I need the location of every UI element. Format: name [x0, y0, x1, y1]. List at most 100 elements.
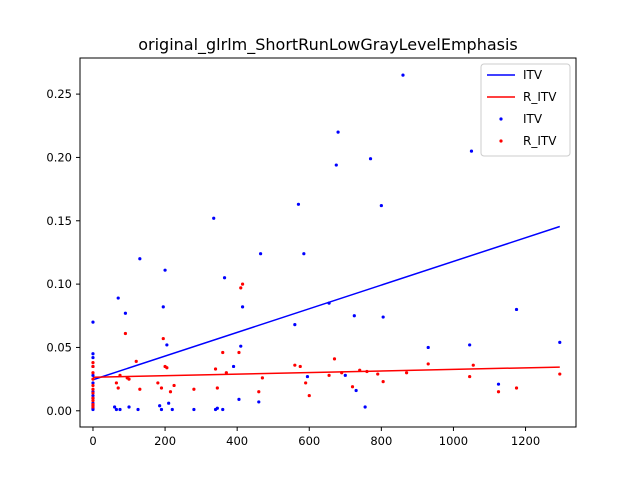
data-point-r-itv: [91, 402, 95, 407]
legend-label: R_ITV: [523, 134, 557, 148]
data-point-itv: [222, 276, 227, 280]
x-tick-label: 1200: [511, 434, 540, 448]
data-point-r-itv: [91, 396, 95, 400]
legend-label: ITV: [523, 68, 543, 82]
data-point-itv: [336, 130, 340, 134]
data-point-itv: [296, 202, 301, 206]
data-point-r-itv: [91, 361, 95, 365]
legend-box: [480, 63, 571, 157]
data-point-itv: [514, 307, 519, 312]
data-point-r-itv: [468, 374, 472, 379]
data-point-r-itv: [257, 390, 261, 394]
plot-area: [79, 57, 577, 428]
data-point-r-itv: [91, 371, 95, 375]
legend-label: ITV: [523, 112, 543, 126]
data-point-itv: [343, 373, 347, 377]
data-point-itv: [257, 400, 261, 404]
data-point-itv: [426, 345, 430, 350]
data-point-r-itv: [91, 383, 95, 388]
data-point-itv: [469, 149, 474, 153]
data-point-r-itv: [340, 371, 344, 375]
data-point-r-itv: [298, 364, 302, 369]
data-point-itv: [401, 73, 405, 77]
data-point-r-itv: [192, 387, 196, 391]
data-point-r-itv: [123, 331, 128, 336]
data-point-r-itv: [426, 362, 430, 366]
legend-swatch-point: [499, 117, 503, 121]
data-point-itv: [91, 407, 95, 412]
data-point-itv: [221, 407, 225, 412]
data-point-itv: [159, 407, 164, 412]
data-point-r-itv: [159, 386, 164, 390]
data-point-itv: [161, 305, 165, 309]
data-point-itv: [363, 405, 367, 409]
data-point-r-itv: [161, 336, 165, 341]
y-tick-label: 0.20: [46, 150, 72, 164]
y-tick-label: 0.00: [46, 404, 72, 418]
data-point-itv: [379, 203, 383, 208]
data-point-itv: [113, 405, 117, 409]
data-point-itv: [352, 314, 356, 318]
data-point-r-itv: [165, 366, 169, 370]
data-point-itv: [237, 397, 241, 401]
x-tick-label: 600: [298, 434, 320, 448]
data-point-itv: [170, 407, 174, 412]
data-point-r-itv: [260, 376, 264, 380]
x-tick-label: 1000: [439, 434, 468, 448]
data-point-itv: [558, 340, 562, 344]
data-point-itv: [91, 320, 95, 324]
x-axis: 0 200 400 600 800 1000 1200: [89, 427, 540, 448]
data-point-r-itv: [91, 391, 95, 395]
data-point-r-itv: [91, 364, 95, 369]
legend-label: R_ITV: [523, 90, 557, 104]
data-point-r-itv: [350, 385, 355, 389]
data-point-itv: [468, 343, 472, 347]
data-point-itv: [118, 407, 122, 412]
data-point-itv: [258, 252, 263, 256]
y-tick-label: 0.15: [46, 214, 72, 228]
data-point-r-itv: [304, 381, 308, 385]
data-point-itv: [123, 311, 128, 315]
data-point-itv: [158, 404, 162, 408]
data-point-itv: [91, 381, 95, 385]
data-point-r-itv: [213, 367, 218, 371]
data-point-r-itv: [307, 393, 311, 398]
data-point-itv: [231, 364, 236, 369]
data-point-r-itv: [138, 387, 142, 391]
data-point-itv: [116, 296, 120, 300]
data-point-itv: [212, 216, 216, 220]
data-point-itv: [91, 373, 95, 377]
data-point-r-itv: [471, 363, 475, 367]
data-point-r-itv: [237, 350, 241, 355]
data-point-itv: [215, 406, 219, 410]
data-point-itv: [496, 382, 501, 386]
data-point-r-itv: [240, 282, 245, 286]
data-point-r-itv: [91, 387, 95, 391]
data-point-r-itv: [116, 386, 120, 390]
data-point-itv: [91, 393, 95, 398]
data-point-itv: [239, 344, 243, 348]
data-point-itv: [327, 301, 331, 305]
data-point-r-itv: [514, 386, 519, 390]
data-point-itv: [192, 407, 196, 412]
chart-title: original_glrlm_ShortRunLowGrayLevelEmpha…: [138, 35, 518, 55]
data-point-r-itv: [293, 363, 297, 367]
x-tick-label: 400: [226, 434, 248, 448]
data-point-r-itv: [91, 405, 95, 409]
data-point-itv: [354, 388, 358, 393]
x-tick-label: 0: [89, 434, 96, 448]
data-point-itv: [163, 268, 167, 272]
data-point-r-itv: [332, 357, 337, 361]
data-point-r-itv: [91, 399, 95, 403]
data-point-itv: [167, 401, 171, 405]
y-axis: 0.00 0.05 0.10 0.15 0.20 0.25: [46, 87, 80, 418]
data-point-r-itv: [172, 383, 176, 388]
y-tick-label: 0.10: [46, 277, 72, 291]
data-point-r-itv: [114, 381, 119, 385]
data-point-r-itv: [127, 377, 131, 381]
data-point-itv: [114, 407, 119, 412]
data-point-r-itv: [381, 380, 385, 384]
legend-swatch-point: [499, 139, 503, 143]
series-line-r-itv: [92, 366, 560, 378]
